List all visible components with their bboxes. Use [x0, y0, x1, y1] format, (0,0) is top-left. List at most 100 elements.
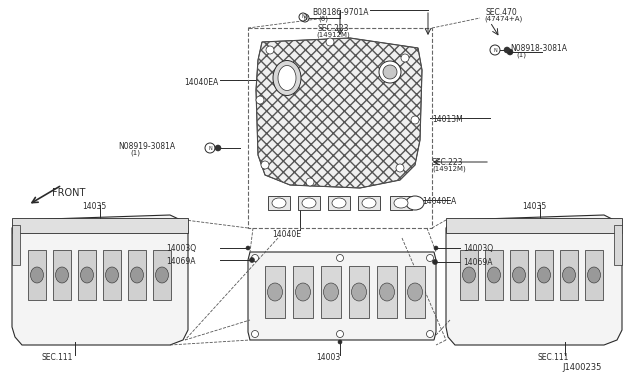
Ellipse shape	[272, 198, 286, 208]
Ellipse shape	[31, 267, 44, 283]
Ellipse shape	[563, 267, 575, 283]
Text: FRONT: FRONT	[52, 188, 85, 198]
Text: (14912M): (14912M)	[316, 32, 349, 38]
Circle shape	[266, 46, 274, 54]
Ellipse shape	[588, 267, 600, 283]
Text: 14003Q: 14003Q	[166, 244, 196, 253]
Bar	[128, 250, 146, 300]
Circle shape	[337, 330, 344, 337]
Polygon shape	[256, 38, 422, 188]
Bar	[265, 266, 285, 318]
Circle shape	[401, 54, 409, 62]
Text: B08186-9701A: B08186-9701A	[312, 8, 369, 17]
Text: SEC.111: SEC.111	[538, 353, 570, 362]
Text: J1400235: J1400235	[562, 363, 602, 372]
Circle shape	[396, 164, 404, 172]
Ellipse shape	[273, 61, 301, 96]
Text: (14912M): (14912M)	[432, 166, 466, 173]
Bar	[103, 250, 121, 300]
Text: 14040EA: 14040EA	[422, 197, 456, 206]
Text: N08918-3081A: N08918-3081A	[510, 44, 567, 53]
Ellipse shape	[513, 267, 525, 283]
Circle shape	[256, 96, 264, 104]
Bar	[485, 250, 503, 300]
Text: (6): (6)	[318, 16, 328, 22]
Ellipse shape	[408, 283, 422, 301]
Text: 14003Q: 14003Q	[463, 244, 493, 253]
Circle shape	[426, 330, 433, 337]
Bar	[293, 266, 313, 318]
Ellipse shape	[380, 283, 394, 301]
Text: (47474+A): (47474+A)	[484, 16, 522, 22]
Bar	[390, 196, 412, 210]
Ellipse shape	[131, 267, 143, 283]
Text: N: N	[303, 16, 307, 20]
Ellipse shape	[463, 267, 476, 283]
Polygon shape	[12, 215, 188, 345]
Ellipse shape	[56, 267, 68, 283]
Text: N08919-3081A: N08919-3081A	[118, 142, 175, 151]
Circle shape	[252, 254, 259, 262]
Ellipse shape	[302, 198, 316, 208]
Text: 14069A: 14069A	[166, 257, 196, 266]
Ellipse shape	[296, 283, 310, 301]
Bar	[268, 196, 290, 210]
Bar	[328, 196, 350, 210]
Bar	[358, 196, 380, 210]
Ellipse shape	[106, 267, 118, 283]
Ellipse shape	[156, 267, 168, 283]
Bar	[405, 266, 425, 318]
Ellipse shape	[351, 283, 367, 301]
Bar	[446, 218, 622, 233]
Text: 14040E: 14040E	[272, 230, 301, 239]
Ellipse shape	[488, 267, 500, 283]
Text: SEC.223: SEC.223	[432, 158, 463, 167]
Text: 14069A: 14069A	[463, 258, 493, 267]
Bar	[321, 266, 341, 318]
Ellipse shape	[538, 267, 550, 283]
Text: N: N	[493, 48, 497, 52]
Text: N: N	[208, 145, 212, 151]
Ellipse shape	[81, 267, 93, 283]
Circle shape	[426, 254, 433, 262]
Circle shape	[261, 161, 269, 169]
Bar	[510, 250, 528, 300]
Circle shape	[246, 246, 250, 250]
Circle shape	[299, 13, 307, 21]
Circle shape	[301, 14, 309, 22]
Circle shape	[338, 340, 342, 344]
Bar	[535, 250, 553, 300]
Polygon shape	[446, 215, 622, 345]
Bar	[585, 250, 603, 300]
Circle shape	[504, 47, 510, 53]
Ellipse shape	[323, 283, 339, 301]
Circle shape	[250, 257, 255, 263]
Bar	[28, 250, 46, 300]
Bar	[78, 250, 96, 300]
Text: 14040EA: 14040EA	[184, 78, 218, 87]
Bar	[377, 266, 397, 318]
Ellipse shape	[379, 61, 401, 83]
Circle shape	[215, 145, 221, 151]
Text: SEC.470: SEC.470	[486, 8, 518, 17]
Bar	[53, 250, 71, 300]
Circle shape	[205, 143, 215, 153]
Text: SEC.111: SEC.111	[42, 353, 74, 362]
Text: N: N	[301, 15, 305, 19]
Circle shape	[209, 145, 215, 151]
Circle shape	[433, 260, 438, 264]
Text: (1): (1)	[516, 52, 526, 58]
Bar	[153, 250, 171, 300]
Text: 14003: 14003	[316, 353, 340, 362]
Bar	[460, 250, 478, 300]
Text: 14035: 14035	[82, 202, 106, 211]
Bar	[560, 250, 578, 300]
Ellipse shape	[278, 65, 296, 90]
Bar	[614, 225, 622, 265]
Circle shape	[434, 246, 438, 250]
Circle shape	[326, 38, 334, 46]
Text: 14035: 14035	[522, 202, 547, 211]
Circle shape	[252, 330, 259, 337]
Circle shape	[306, 178, 314, 186]
Bar	[12, 225, 20, 265]
